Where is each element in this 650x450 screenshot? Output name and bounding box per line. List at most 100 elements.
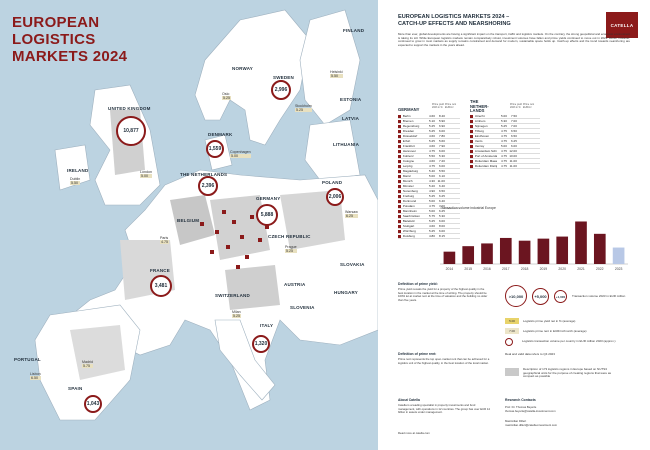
city-value: Madrid 5.75 [82, 360, 93, 368]
city-marker-icon [470, 129, 474, 134]
legend-bubble-caption: Transaction volume 2023 in EUR million [572, 294, 626, 298]
prime-yield-value: 5.25 [429, 194, 435, 198]
prime-rent-value: 6.50 [439, 189, 445, 193]
city-value: Copenhagen 5.00 [230, 150, 251, 158]
prime-yield-value: 5.20 [429, 184, 435, 188]
prime-yield-value: 4.75 [501, 159, 507, 163]
website-link[interactable]: Read more at catella.com [398, 431, 430, 435]
prime-rent-value: 6.50 [511, 134, 517, 138]
legend-volume-text: Logistics transaction volume per country… [522, 339, 616, 344]
contact-email-1[interactable]: thomas.beyerle@catella-investment.com [505, 409, 556, 413]
city-name: Port of Amsterdam [474, 154, 497, 158]
city-name: Münster [402, 184, 414, 188]
prime-yield-value: 4.75 [501, 149, 507, 153]
country-label-lithuania: LITHUANIA [333, 142, 360, 147]
city-marker-icon [398, 199, 402, 204]
about-text: Catella is a leading specialist in prope… [398, 403, 490, 414]
prime-yield-value: 5.25 [429, 124, 435, 128]
prime-rent-value: 6.00 [439, 229, 445, 233]
chart-x-tick: 2020 [558, 267, 566, 271]
table-row: Hannover 4.75 6.00 [398, 149, 460, 154]
city-marker-icon [398, 164, 402, 169]
chart-bar [575, 221, 587, 264]
prime-rent-value: 6.00 [439, 149, 445, 153]
city-name: Magdeburg [402, 169, 419, 173]
contact-email-2[interactable]: maximilian.dillert@catella-investment.co… [505, 423, 558, 427]
prime-rent-value: 5.60 [439, 139, 445, 143]
city-marker-icon [398, 139, 402, 144]
prime-yield-value: 4.60 [429, 134, 435, 138]
prime-yield-value: 4.80 [429, 234, 435, 238]
city-marker-icon [398, 189, 402, 194]
prime-rent-value: 5.90 [439, 119, 445, 123]
table-row: Magdeburg 5.40 5.50 [398, 169, 460, 174]
prime-rent-value: 11.00 [509, 164, 517, 168]
prime-rent-value: 6.00 [439, 129, 445, 133]
netherlands-table: Utrecht 5.00 7.50 Arnhem 5.30 7.00 Nijmegen 5.2… [470, 114, 540, 169]
city-marker-icon [398, 114, 402, 119]
country-label-norway: NORWAY [232, 66, 253, 71]
prime-rent-value: 7.80 [439, 134, 445, 138]
city-name: Arnhem [474, 119, 486, 123]
city-marker-icon [398, 174, 402, 179]
table-row: Dresden 5.25 6.00 [398, 129, 460, 134]
prime-yield-value: 4.75 [501, 154, 507, 158]
table-row: Berlin 4.60 8.40 [398, 114, 460, 119]
chart-bar [556, 236, 569, 264]
table-row: Würzburg 5.25 6.00 [398, 229, 460, 234]
city-marker-icon [470, 159, 474, 164]
prime-yield-value: 5.10 [429, 119, 435, 123]
yield-chip: 5.00 [505, 318, 519, 324]
nl-col-rent-header: Prime rent EUR/m² [523, 103, 535, 109]
city-name: Venlo [474, 139, 483, 143]
city-marker-icon [398, 144, 402, 149]
table-row: Düsseldorf 4.60 7.80 [398, 134, 460, 139]
city-marker-icon [398, 159, 402, 164]
country-label-portugal: PORTUGAL [14, 357, 41, 362]
city-value: Prague 5.25 [285, 245, 297, 253]
country-label-belgium: BELGIUM [177, 218, 200, 223]
volume-circle-icon [505, 338, 513, 346]
prime-rent-value: 6.90 [439, 124, 445, 128]
city-marker-icon [470, 144, 474, 149]
chart-x-tick: 2023 [615, 267, 623, 271]
prime-yield-value: 5.25 [429, 219, 435, 223]
city-marker-icon [398, 129, 402, 134]
prime-rent-value: 7.00 [511, 119, 517, 123]
bubble-poland: 2,006 [326, 188, 344, 206]
prime-yield-value: 4.30 [429, 179, 435, 183]
prime-rent-value: 5.50 [439, 169, 445, 173]
city-marker-icon [398, 234, 402, 239]
city-name: Mannheim [402, 209, 417, 213]
city-marker-icon [470, 139, 474, 144]
netherlands-table-title: THE NETHER- LANDS [470, 99, 489, 114]
prime-yield-value: 5.25 [429, 229, 435, 233]
city-marker-icon [470, 134, 474, 139]
table-row: Dortmund 5.00 6.40 [398, 199, 460, 204]
prime-rent-value: 6.40 [439, 184, 445, 188]
city-name: Eindhoven [474, 134, 490, 138]
germany-table: Berlin 4.60 8.40 Bremen 5.10 5.90 Regensburg 5.… [398, 114, 460, 239]
country-label-spain: SPAIN [68, 386, 83, 391]
city-name: Potsdam [402, 204, 415, 208]
prime-rent-value: 5.30 [439, 214, 445, 218]
prime-yield-value: 5.50 [429, 154, 435, 158]
city-name: Duisburg [402, 234, 415, 238]
prime-rent-value: 6.25 [439, 209, 445, 213]
table-row: Saarbrücken 5.75 5.30 [398, 214, 460, 219]
city-name: Bremen [402, 119, 414, 123]
city-marker-icon [398, 134, 402, 139]
legend-regions-text: Description of 173 logistics regions in … [523, 367, 612, 378]
table-row: Mannheim 5.00 6.25 [398, 209, 460, 214]
city-marker-icon [398, 224, 402, 229]
country-label-slovakia: SLOVAKIA [340, 262, 365, 267]
city-marker-icon [470, 149, 474, 154]
legend-volume: Logistics transaction volume per country… [505, 338, 632, 346]
city-name: Dresden [402, 129, 415, 133]
prime-yield-value: 4.75 [501, 134, 507, 138]
country-label-czech: CZECH REPUBLIC [268, 234, 311, 239]
